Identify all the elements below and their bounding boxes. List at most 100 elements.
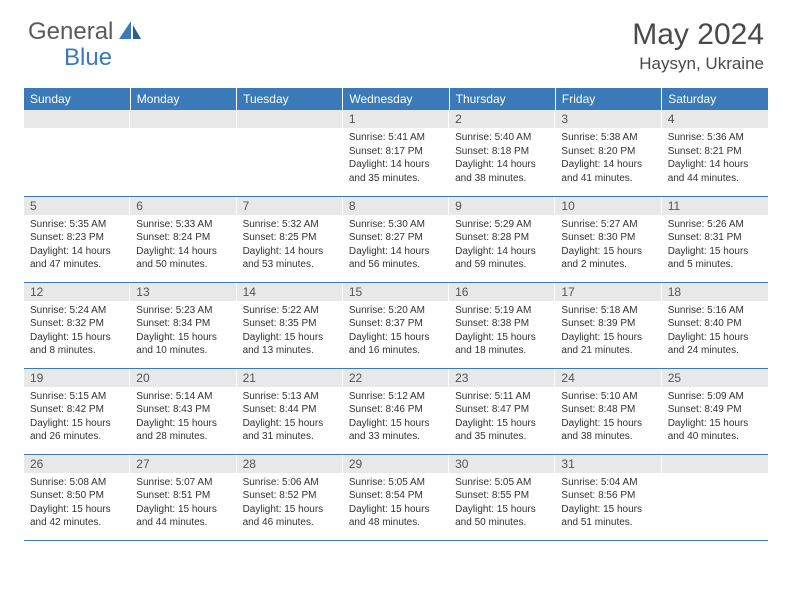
calendar-day-cell: 26Sunrise: 5:08 AMSunset: 8:50 PMDayligh… bbox=[24, 454, 130, 540]
calendar-day-cell: 19Sunrise: 5:15 AMSunset: 8:42 PMDayligh… bbox=[24, 368, 130, 454]
day-number: 20 bbox=[130, 369, 236, 387]
weekday-header: Sunday bbox=[24, 88, 130, 110]
day-number: 10 bbox=[555, 197, 661, 215]
day-content: Sunrise: 5:35 AMSunset: 8:23 PMDaylight:… bbox=[24, 215, 130, 276]
weekday-header: Friday bbox=[555, 88, 661, 110]
calendar-day-cell: 12Sunrise: 5:24 AMSunset: 8:32 PMDayligh… bbox=[24, 282, 130, 368]
day-content: Sunrise: 5:14 AMSunset: 8:43 PMDaylight:… bbox=[130, 387, 236, 448]
weekday-header: Tuesday bbox=[237, 88, 343, 110]
day-number: 23 bbox=[449, 369, 555, 387]
day-content: Sunrise: 5:33 AMSunset: 8:24 PMDaylight:… bbox=[130, 215, 236, 276]
logo-text-1: General bbox=[28, 18, 113, 46]
day-content: Sunrise: 5:13 AMSunset: 8:44 PMDaylight:… bbox=[237, 387, 343, 448]
title-block: May 2024 Haysyn, Ukraine bbox=[632, 18, 764, 74]
day-number: 27 bbox=[130, 455, 236, 473]
calendar-day-cell: 28Sunrise: 5:06 AMSunset: 8:52 PMDayligh… bbox=[237, 454, 343, 540]
calendar-day-cell bbox=[662, 454, 768, 540]
day-content: Sunrise: 5:40 AMSunset: 8:18 PMDaylight:… bbox=[449, 128, 555, 189]
day-number: 18 bbox=[662, 283, 768, 301]
day-content: Sunrise: 5:41 AMSunset: 8:17 PMDaylight:… bbox=[343, 128, 449, 189]
day-number: 21 bbox=[237, 369, 343, 387]
day-number bbox=[24, 110, 130, 128]
calendar-week-row: 5Sunrise: 5:35 AMSunset: 8:23 PMDaylight… bbox=[24, 196, 768, 282]
calendar-body: 1Sunrise: 5:41 AMSunset: 8:17 PMDaylight… bbox=[24, 110, 768, 540]
day-number: 12 bbox=[24, 283, 130, 301]
calendar-day-cell: 10Sunrise: 5:27 AMSunset: 8:30 PMDayligh… bbox=[555, 196, 661, 282]
calendar-day-cell bbox=[24, 110, 130, 196]
calendar-day-cell: 9Sunrise: 5:29 AMSunset: 8:28 PMDaylight… bbox=[449, 196, 555, 282]
day-number: 2 bbox=[449, 110, 555, 128]
day-content: Sunrise: 5:27 AMSunset: 8:30 PMDaylight:… bbox=[555, 215, 661, 276]
weekday-header: Wednesday bbox=[343, 88, 449, 110]
weekday-header: Saturday bbox=[662, 88, 768, 110]
day-number: 16 bbox=[449, 283, 555, 301]
calendar-day-cell: 2Sunrise: 5:40 AMSunset: 8:18 PMDaylight… bbox=[449, 110, 555, 196]
day-content: Sunrise: 5:16 AMSunset: 8:40 PMDaylight:… bbox=[662, 301, 768, 362]
calendar-day-cell: 24Sunrise: 5:10 AMSunset: 8:48 PMDayligh… bbox=[555, 368, 661, 454]
calendar-week-row: 19Sunrise: 5:15 AMSunset: 8:42 PMDayligh… bbox=[24, 368, 768, 454]
calendar-day-cell bbox=[130, 110, 236, 196]
day-number: 17 bbox=[555, 283, 661, 301]
calendar-week-row: 1Sunrise: 5:41 AMSunset: 8:17 PMDaylight… bbox=[24, 110, 768, 196]
day-number: 7 bbox=[237, 197, 343, 215]
calendar-day-cell: 6Sunrise: 5:33 AMSunset: 8:24 PMDaylight… bbox=[130, 196, 236, 282]
logo-text-2: Blue bbox=[64, 44, 112, 72]
calendar-day-cell: 5Sunrise: 5:35 AMSunset: 8:23 PMDaylight… bbox=[24, 196, 130, 282]
day-content: Sunrise: 5:12 AMSunset: 8:46 PMDaylight:… bbox=[343, 387, 449, 448]
day-content: Sunrise: 5:26 AMSunset: 8:31 PMDaylight:… bbox=[662, 215, 768, 276]
calendar-week-row: 12Sunrise: 5:24 AMSunset: 8:32 PMDayligh… bbox=[24, 282, 768, 368]
calendar-day-cell: 16Sunrise: 5:19 AMSunset: 8:38 PMDayligh… bbox=[449, 282, 555, 368]
calendar-day-cell: 20Sunrise: 5:14 AMSunset: 8:43 PMDayligh… bbox=[130, 368, 236, 454]
month-title: May 2024 bbox=[632, 18, 764, 52]
day-number: 8 bbox=[343, 197, 449, 215]
day-number: 3 bbox=[555, 110, 661, 128]
day-number: 28 bbox=[237, 455, 343, 473]
day-content: Sunrise: 5:36 AMSunset: 8:21 PMDaylight:… bbox=[662, 128, 768, 189]
day-number: 11 bbox=[662, 197, 768, 215]
day-content: Sunrise: 5:09 AMSunset: 8:49 PMDaylight:… bbox=[662, 387, 768, 448]
day-content: Sunrise: 5:32 AMSunset: 8:25 PMDaylight:… bbox=[237, 215, 343, 276]
day-content: Sunrise: 5:19 AMSunset: 8:38 PMDaylight:… bbox=[449, 301, 555, 362]
calendar-table: SundayMondayTuesdayWednesdayThursdayFrid… bbox=[24, 88, 768, 541]
day-number: 4 bbox=[662, 110, 768, 128]
day-content: Sunrise: 5:05 AMSunset: 8:54 PMDaylight:… bbox=[343, 473, 449, 534]
day-content: Sunrise: 5:07 AMSunset: 8:51 PMDaylight:… bbox=[130, 473, 236, 534]
day-number: 19 bbox=[24, 369, 130, 387]
day-number: 25 bbox=[662, 369, 768, 387]
calendar-day-cell: 13Sunrise: 5:23 AMSunset: 8:34 PMDayligh… bbox=[130, 282, 236, 368]
calendar-day-cell: 15Sunrise: 5:20 AMSunset: 8:37 PMDayligh… bbox=[343, 282, 449, 368]
calendar-day-cell: 31Sunrise: 5:04 AMSunset: 8:56 PMDayligh… bbox=[555, 454, 661, 540]
header: General Blue May 2024 Haysyn, Ukraine bbox=[0, 0, 792, 82]
calendar-day-cell: 30Sunrise: 5:05 AMSunset: 8:55 PMDayligh… bbox=[449, 454, 555, 540]
day-content: Sunrise: 5:22 AMSunset: 8:35 PMDaylight:… bbox=[237, 301, 343, 362]
day-number: 13 bbox=[130, 283, 236, 301]
day-number: 31 bbox=[555, 455, 661, 473]
calendar-day-cell: 29Sunrise: 5:05 AMSunset: 8:54 PMDayligh… bbox=[343, 454, 449, 540]
day-number: 30 bbox=[449, 455, 555, 473]
day-number: 26 bbox=[24, 455, 130, 473]
day-content: Sunrise: 5:18 AMSunset: 8:39 PMDaylight:… bbox=[555, 301, 661, 362]
day-number: 1 bbox=[343, 110, 449, 128]
day-content: Sunrise: 5:08 AMSunset: 8:50 PMDaylight:… bbox=[24, 473, 130, 534]
calendar-day-cell: 18Sunrise: 5:16 AMSunset: 8:40 PMDayligh… bbox=[662, 282, 768, 368]
day-content: Sunrise: 5:23 AMSunset: 8:34 PMDaylight:… bbox=[130, 301, 236, 362]
calendar-day-cell: 1Sunrise: 5:41 AMSunset: 8:17 PMDaylight… bbox=[343, 110, 449, 196]
calendar-day-cell: 27Sunrise: 5:07 AMSunset: 8:51 PMDayligh… bbox=[130, 454, 236, 540]
location: Haysyn, Ukraine bbox=[632, 54, 764, 74]
calendar-week-row: 26Sunrise: 5:08 AMSunset: 8:50 PMDayligh… bbox=[24, 454, 768, 540]
calendar-day-cell: 23Sunrise: 5:11 AMSunset: 8:47 PMDayligh… bbox=[449, 368, 555, 454]
weekday-header: Monday bbox=[130, 88, 236, 110]
calendar-day-cell: 11Sunrise: 5:26 AMSunset: 8:31 PMDayligh… bbox=[662, 196, 768, 282]
day-content bbox=[130, 128, 236, 135]
day-number: 24 bbox=[555, 369, 661, 387]
day-content: Sunrise: 5:04 AMSunset: 8:56 PMDaylight:… bbox=[555, 473, 661, 534]
day-content: Sunrise: 5:10 AMSunset: 8:48 PMDaylight:… bbox=[555, 387, 661, 448]
day-content: Sunrise: 5:24 AMSunset: 8:32 PMDaylight:… bbox=[24, 301, 130, 362]
calendar-day-cell: 7Sunrise: 5:32 AMSunset: 8:25 PMDaylight… bbox=[237, 196, 343, 282]
day-number bbox=[130, 110, 236, 128]
day-content: Sunrise: 5:30 AMSunset: 8:27 PMDaylight:… bbox=[343, 215, 449, 276]
weekday-header: Thursday bbox=[449, 88, 555, 110]
calendar-day-cell: 22Sunrise: 5:12 AMSunset: 8:46 PMDayligh… bbox=[343, 368, 449, 454]
day-number: 29 bbox=[343, 455, 449, 473]
calendar-day-cell: 14Sunrise: 5:22 AMSunset: 8:35 PMDayligh… bbox=[237, 282, 343, 368]
